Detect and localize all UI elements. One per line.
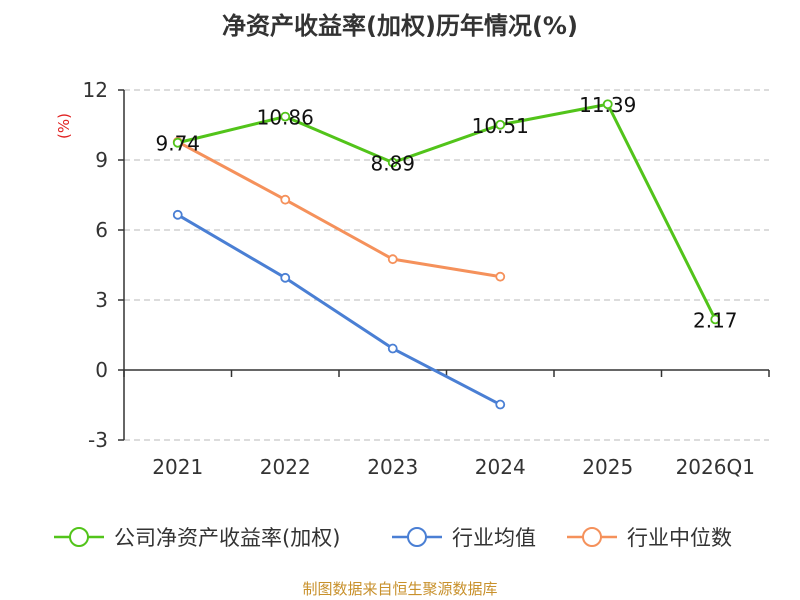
x-tick-label: 2021 (152, 455, 203, 479)
data-point (280, 194, 291, 205)
data-label: 9.74 (155, 132, 200, 156)
series-lines (172, 99, 721, 410)
y-axis-label: (%) (55, 113, 73, 139)
data-label: 10.51 (472, 114, 529, 138)
data-labels: 9.74 10.86 8.89 10.51 11.39 2.17 (155, 93, 737, 332)
legend-label-1: 行业均值 (452, 526, 536, 550)
data-label: 8.89 (370, 152, 415, 176)
legend: 公司净资产收益率(加权) 行业均值 行业中位数 (54, 526, 732, 550)
x-tick-label: 2024 (475, 455, 526, 479)
data-point (495, 399, 506, 410)
series-line-1 (176, 213, 501, 406)
legend-marker-0 (69, 527, 89, 547)
data-point (495, 119, 506, 130)
x-tick-label: 2022 (260, 455, 311, 479)
y-tick-label: -3 (88, 428, 108, 452)
data-point (710, 314, 721, 325)
y-tick-label: 12 (83, 78, 108, 102)
data-point (280, 111, 291, 122)
y-tick-label: 9 (95, 148, 108, 172)
x-tick-label: 2025 (582, 455, 633, 479)
legend-marker-2 (582, 527, 602, 547)
source-note: 制图数据来自恒生聚源数据库 (302, 580, 497, 598)
legend-marker-1 (407, 527, 427, 547)
data-point (387, 157, 398, 168)
data-label: 2.17 (693, 308, 738, 332)
data-point (602, 99, 613, 110)
series-line-2 (177, 140, 501, 279)
y-tick-label: 6 (95, 218, 108, 242)
data-point (280, 272, 291, 283)
data-point (172, 209, 183, 220)
legend-label-0: 公司净资产收益率(加权) (114, 526, 340, 550)
data-label: 10.86 (257, 106, 314, 130)
grid-lines (124, 89, 769, 441)
data-point (172, 137, 183, 148)
legend-label-2: 行业中位数 (627, 526, 732, 550)
x-tick-label: 2026Q1 (676, 455, 755, 479)
data-point (387, 254, 398, 265)
series-line-0 (177, 102, 717, 321)
x-tick-label: 2023 (367, 455, 418, 479)
y-tick-label: 0 (95, 358, 108, 382)
chart-title: 净资产收益率(加权)历年情况(%) (222, 12, 578, 40)
data-point (495, 271, 506, 282)
data-point (387, 343, 398, 354)
axes: -3 0 3 6 9 12 2021 2022 2023 2024 2025 2026Q1 (83, 78, 770, 479)
data-label: 11.39 (579, 93, 636, 117)
y-tick-label: 3 (95, 288, 108, 312)
